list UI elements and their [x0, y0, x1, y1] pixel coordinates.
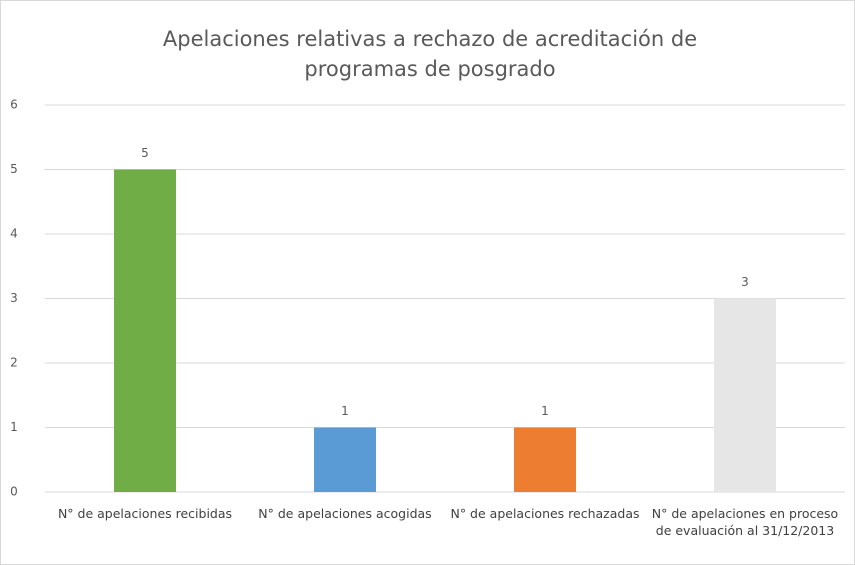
x-tick-label: N° de apelaciones en proceso de evaluaci…: [651, 506, 839, 538]
y-tick-label: 4: [10, 227, 18, 241]
bar: [314, 427, 376, 492]
x-tick-label: N° de apelaciones recibidas: [57, 506, 233, 521]
y-tick-label: 0: [10, 485, 18, 499]
y-tick-label: 6: [10, 98, 18, 112]
y-tick-label: 1: [10, 420, 18, 434]
chart-title: Apelaciones relativas a rechazo de acred…: [162, 27, 698, 81]
y-tick-label: 3: [10, 291, 18, 305]
y-tick-label: 5: [10, 162, 18, 176]
bar: [714, 298, 776, 492]
x-tick-label: N° de apelaciones acogidas: [258, 506, 432, 521]
y-tick-label: 2: [10, 356, 18, 370]
data-label: 5: [141, 146, 149, 160]
bar: [114, 169, 176, 492]
bar: [514, 427, 576, 492]
data-label: 1: [341, 404, 349, 418]
data-label: 1: [541, 404, 549, 418]
data-label: 3: [741, 275, 749, 289]
x-tick-label: N° de apelaciones rechazadas: [450, 506, 640, 521]
